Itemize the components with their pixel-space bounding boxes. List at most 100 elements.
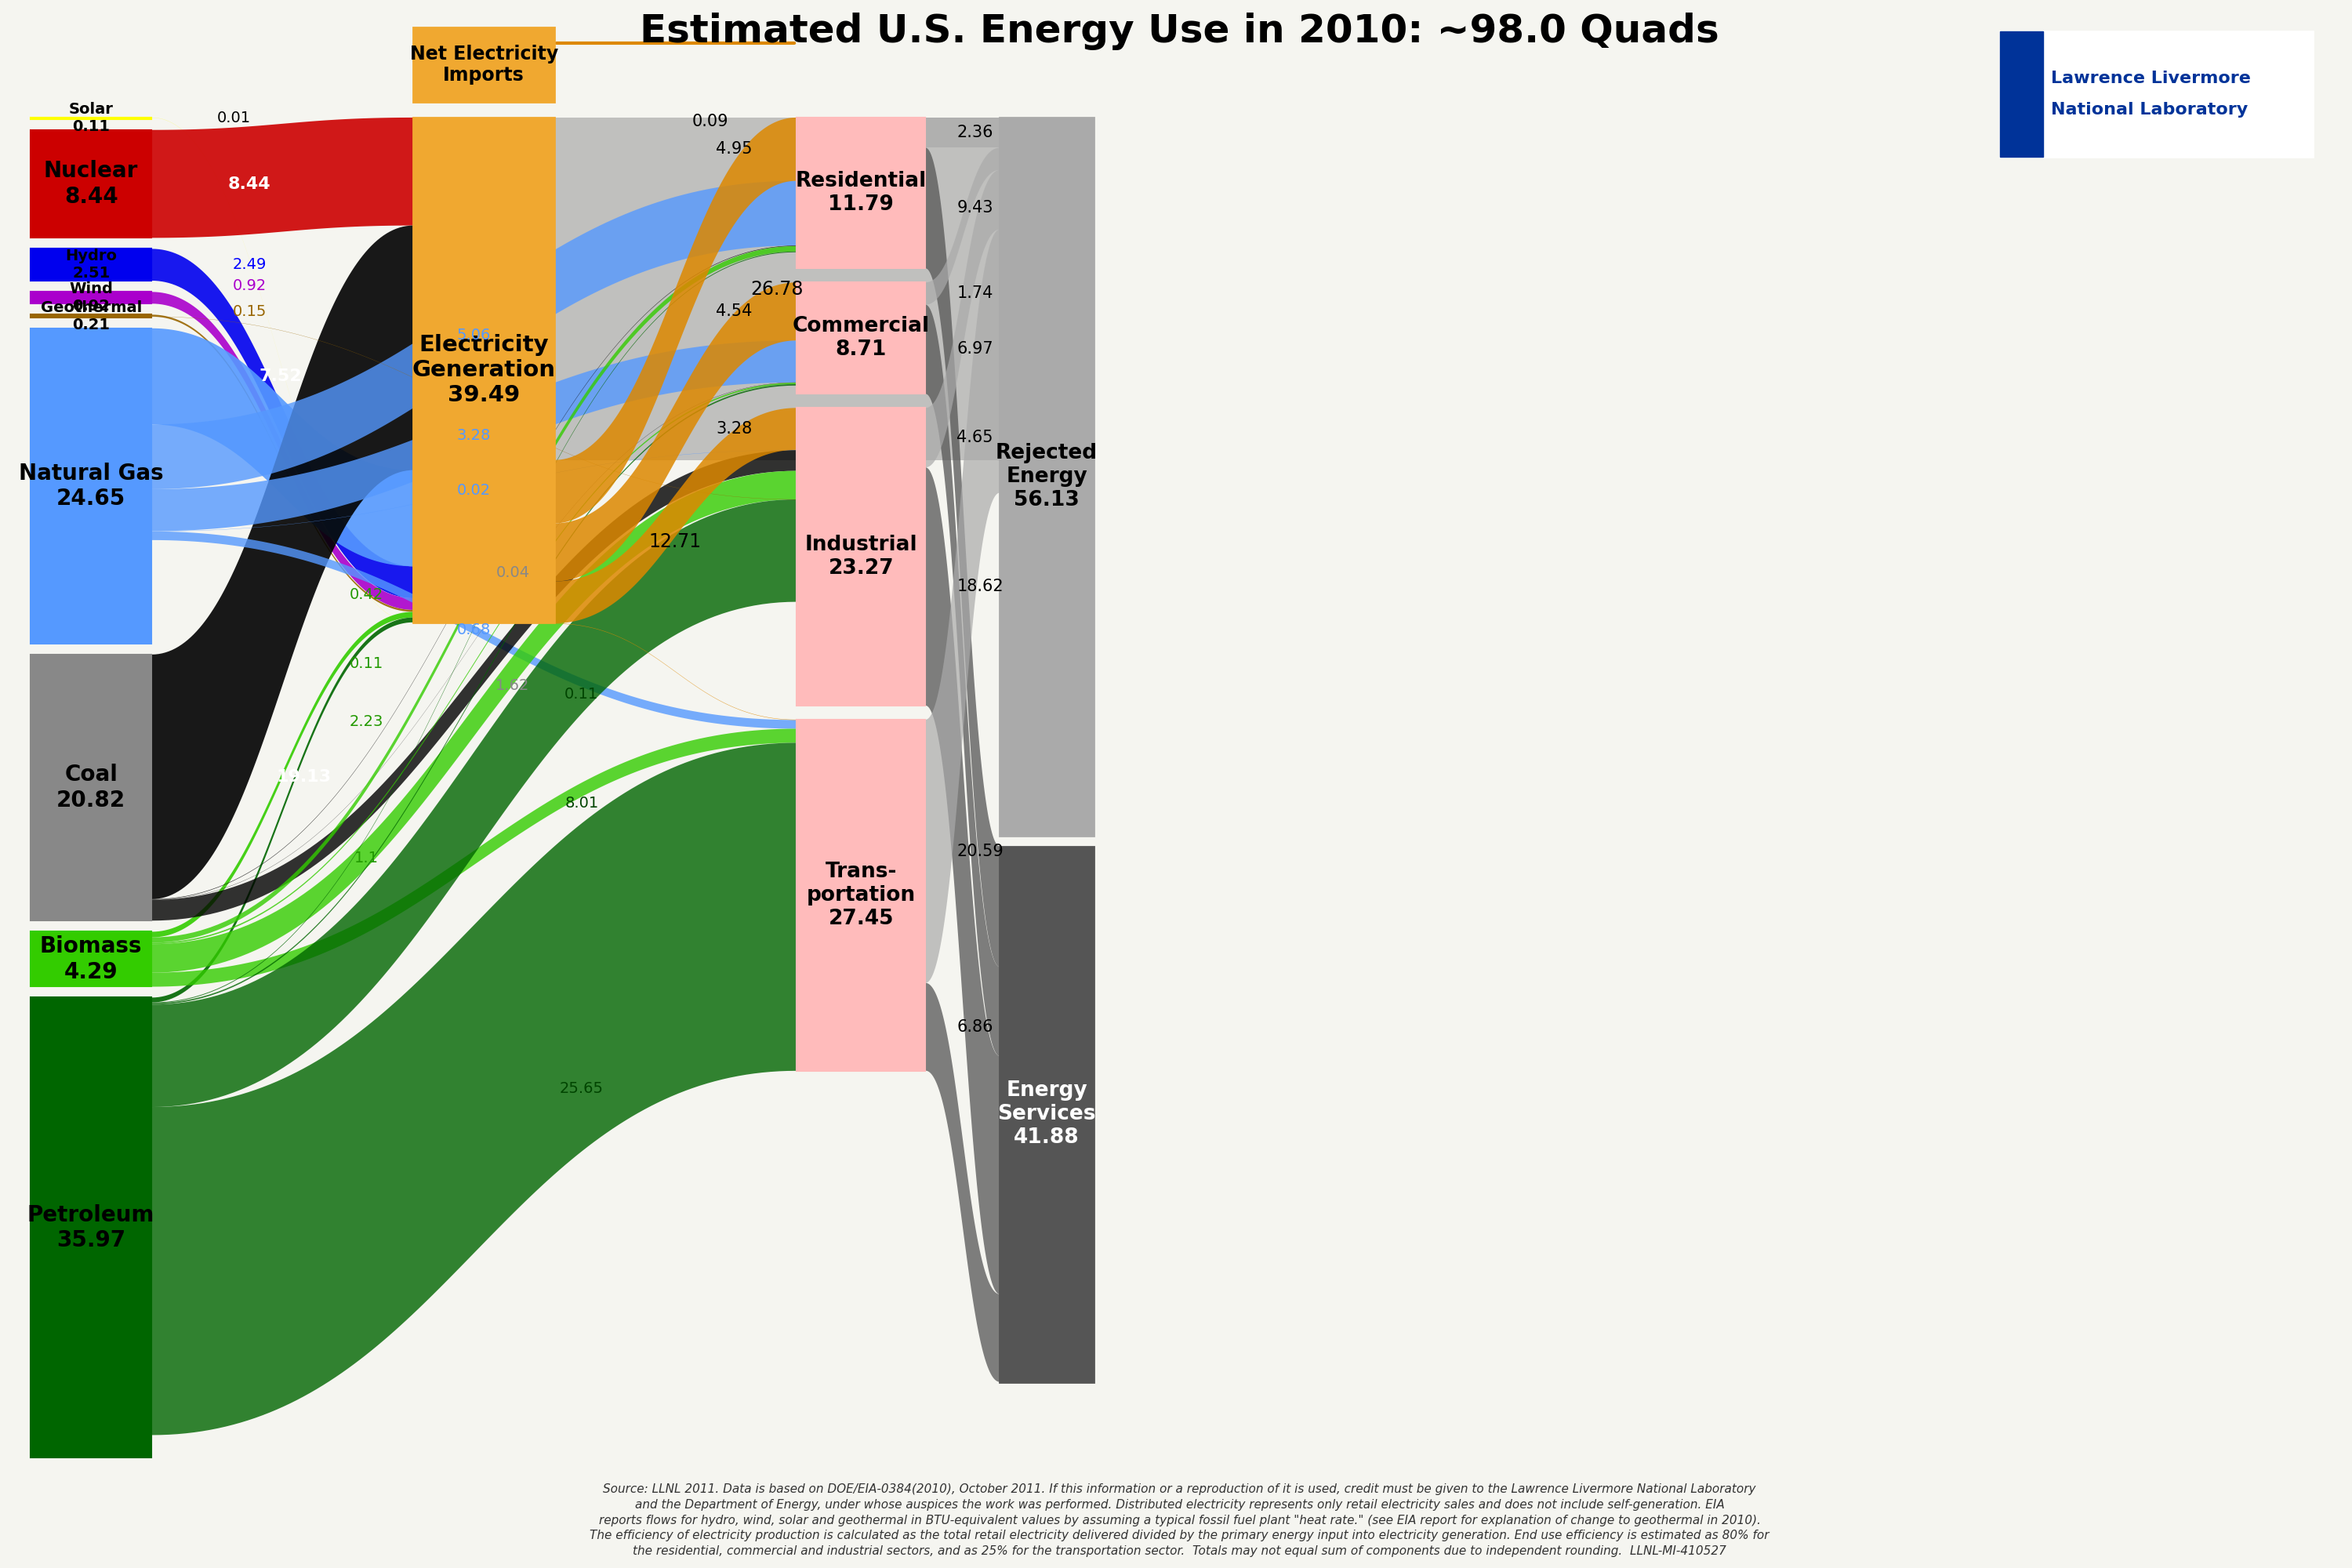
Text: National Laboratory: National Laboratory: [2051, 102, 2249, 118]
Text: Petroleum
35.97: Petroleum 35.97: [28, 1204, 155, 1251]
Polygon shape: [151, 328, 414, 566]
Polygon shape: [151, 612, 414, 938]
Bar: [31, 654, 151, 920]
Text: Biomass
4.29: Biomass 4.29: [40, 936, 141, 983]
Polygon shape: [151, 383, 797, 944]
Text: Rejected
Energy
56.13: Rejected Energy 56.13: [995, 442, 1098, 510]
Bar: [1000, 118, 1094, 836]
Text: Residential
11.79: Residential 11.79: [795, 171, 927, 215]
Text: 2.49: 2.49: [233, 257, 266, 273]
Polygon shape: [151, 450, 797, 920]
Polygon shape: [151, 383, 797, 900]
Polygon shape: [151, 315, 414, 612]
Text: Electricity
Generation
39.49: Electricity Generation 39.49: [412, 334, 555, 406]
Bar: [31, 997, 151, 1458]
Text: 4.95: 4.95: [715, 141, 753, 157]
Text: Wind
0.92: Wind 0.92: [68, 282, 113, 314]
Bar: [31, 931, 151, 986]
Text: Energy
Services
41.88: Energy Services 41.88: [997, 1080, 1096, 1148]
Text: Natural Gas
24.65: Natural Gas 24.65: [19, 463, 162, 510]
Text: 5.06: 5.06: [456, 328, 492, 342]
Text: 8.01: 8.01: [564, 795, 597, 811]
Text: 3.28: 3.28: [715, 422, 753, 437]
Polygon shape: [151, 226, 414, 898]
Bar: [1999, 31, 2312, 157]
Polygon shape: [555, 624, 797, 720]
Text: Estimated U.S. Energy Use in 2010: ~98.0 Quads: Estimated U.S. Energy Use in 2010: ~98.0…: [640, 13, 1719, 50]
Bar: [31, 130, 151, 238]
Polygon shape: [924, 169, 1000, 467]
Bar: [414, 118, 555, 622]
Text: Commercial
8.71: Commercial 8.71: [793, 317, 929, 361]
Text: 8.44: 8.44: [228, 176, 270, 191]
Polygon shape: [151, 251, 797, 1004]
Polygon shape: [151, 743, 797, 1435]
Bar: [31, 292, 151, 304]
Text: 20.59: 20.59: [957, 844, 1004, 859]
Bar: [414, 27, 555, 102]
Polygon shape: [151, 499, 797, 1107]
Text: 0.01: 0.01: [216, 110, 252, 125]
Polygon shape: [151, 317, 797, 500]
Text: 0.42: 0.42: [350, 586, 383, 602]
Text: Nuclear
8.44: Nuclear 8.44: [45, 160, 139, 207]
Text: 0.09: 0.09: [691, 113, 729, 129]
Polygon shape: [151, 618, 414, 1002]
Polygon shape: [924, 147, 1000, 967]
Polygon shape: [151, 340, 797, 532]
Polygon shape: [151, 729, 797, 986]
Bar: [797, 118, 924, 268]
Text: 18.62: 18.62: [957, 579, 1004, 594]
Polygon shape: [924, 467, 1000, 1294]
Bar: [797, 408, 924, 706]
Text: 4.54: 4.54: [715, 304, 753, 320]
Bar: [797, 282, 924, 394]
Text: 19.13: 19.13: [278, 768, 332, 784]
Polygon shape: [151, 532, 797, 729]
Text: 0.02: 0.02: [456, 483, 492, 499]
Polygon shape: [151, 249, 414, 597]
Bar: [1999, 31, 2044, 157]
Text: 2.23: 2.23: [350, 715, 383, 729]
Text: Industrial
23.27: Industrial 23.27: [804, 535, 917, 579]
Polygon shape: [151, 118, 414, 238]
Bar: [1000, 847, 1094, 1381]
Text: 1.1: 1.1: [355, 850, 379, 866]
Text: Lawrence Livermore: Lawrence Livermore: [2051, 71, 2251, 86]
Text: Source: LLNL 2011. Data is based on DOE/EIA-0384(2010), October 2011. If this in: Source: LLNL 2011. Data is based on DOE/…: [590, 1483, 1769, 1557]
Polygon shape: [555, 408, 797, 624]
Text: 7.52: 7.52: [259, 368, 301, 384]
Polygon shape: [555, 282, 797, 582]
Text: 6.86: 6.86: [957, 1019, 993, 1035]
Text: 9.43: 9.43: [957, 201, 993, 216]
Text: Coal
20.82: Coal 20.82: [56, 764, 125, 811]
Text: 6.97: 6.97: [957, 342, 993, 358]
Text: Geothermal
0.21: Geothermal 0.21: [40, 299, 141, 332]
Text: 25.65: 25.65: [560, 1082, 604, 1096]
Polygon shape: [924, 147, 1000, 304]
Text: 4.65: 4.65: [957, 430, 993, 445]
Bar: [31, 249, 151, 281]
Text: 0.68: 0.68: [456, 622, 492, 638]
Text: 2.36: 2.36: [957, 125, 993, 141]
Polygon shape: [151, 470, 797, 972]
Bar: [31, 315, 151, 317]
Text: 12.71: 12.71: [649, 532, 701, 550]
Text: Solar
0.11: Solar 0.11: [68, 102, 113, 135]
Polygon shape: [151, 118, 414, 622]
Polygon shape: [924, 983, 1000, 1381]
Text: 1.62: 1.62: [496, 677, 529, 693]
Text: 0.15: 0.15: [233, 304, 266, 320]
Text: 26.78: 26.78: [750, 279, 804, 298]
Text: Trans-
portation
27.45: Trans- portation 27.45: [807, 861, 915, 928]
Text: Hydro
2.51: Hydro 2.51: [66, 249, 118, 281]
Text: 1.74: 1.74: [957, 285, 993, 301]
Text: 3.28: 3.28: [456, 428, 492, 444]
Polygon shape: [151, 292, 414, 610]
Polygon shape: [924, 118, 1000, 147]
Polygon shape: [151, 180, 797, 489]
Polygon shape: [555, 118, 797, 524]
Polygon shape: [151, 450, 797, 532]
Polygon shape: [151, 246, 797, 942]
Text: 0.11: 0.11: [564, 687, 597, 702]
